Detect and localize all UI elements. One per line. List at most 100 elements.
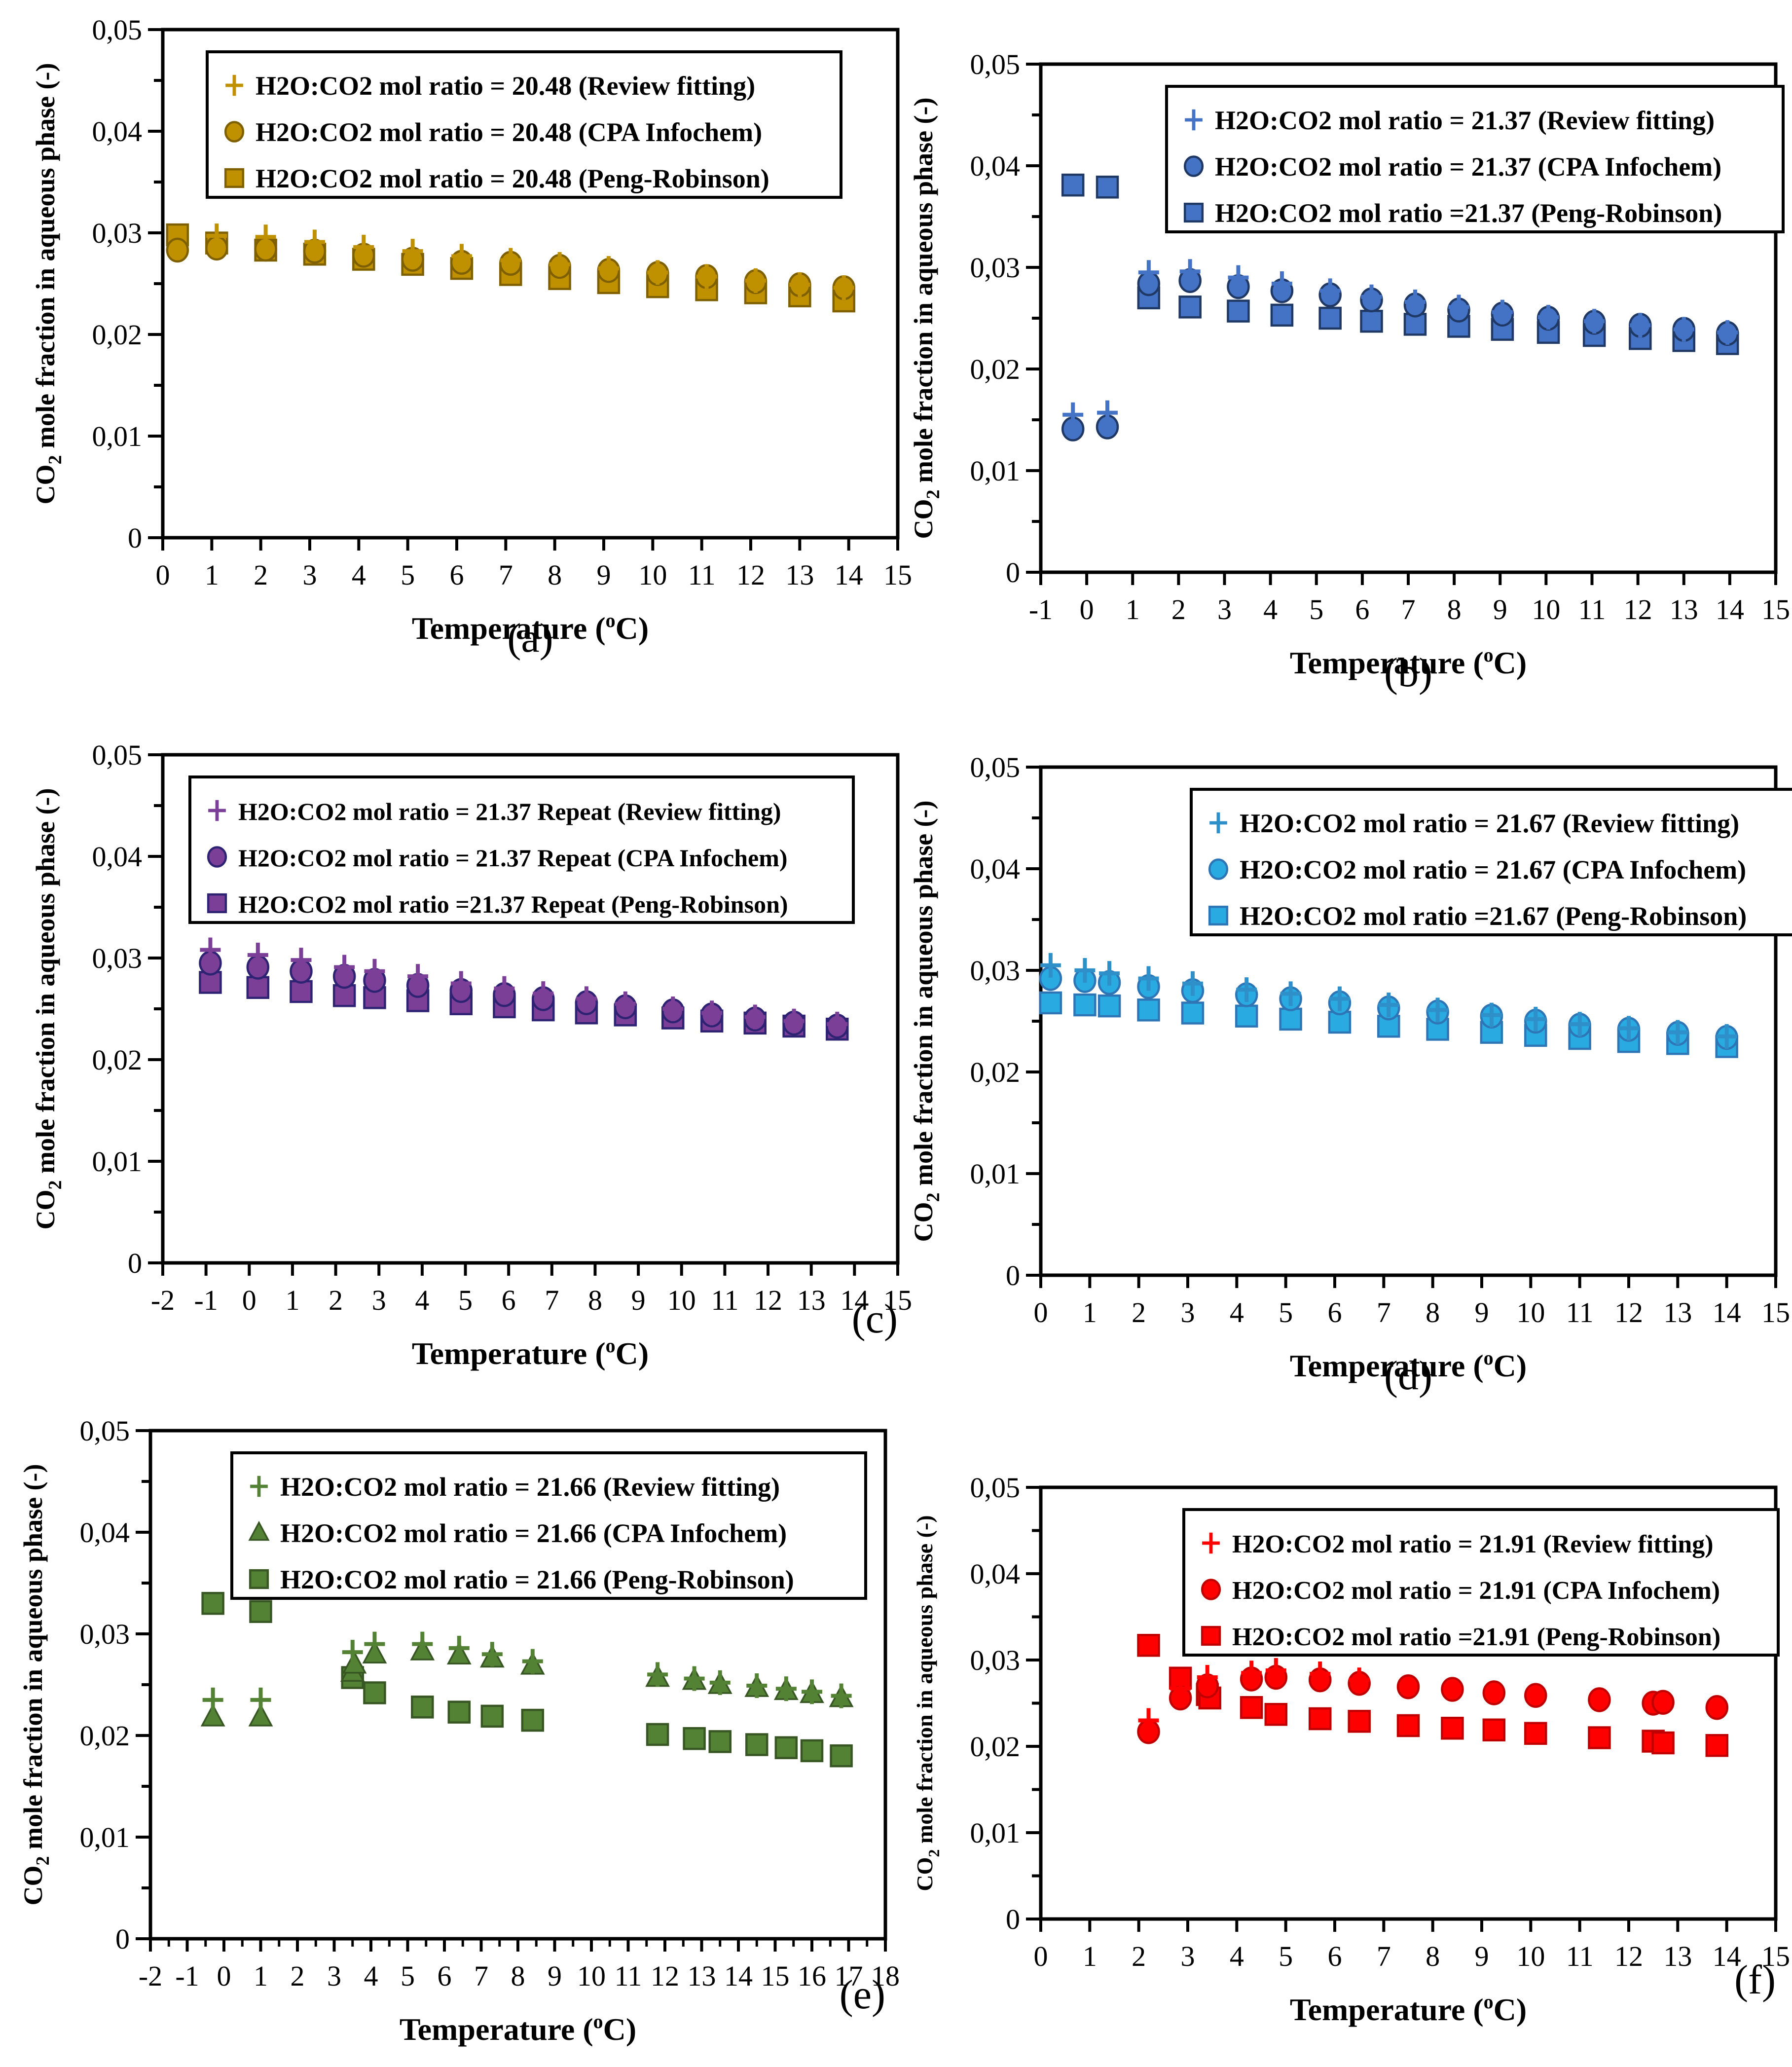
x-tick-label: 6 <box>1328 1940 1342 1972</box>
x-tick-label: 0 <box>1034 1296 1048 1329</box>
data-point-square-marker <box>249 1600 272 1623</box>
y-tick-label: 0,04 <box>970 853 1021 885</box>
data-point-circle-marker <box>1651 1690 1675 1715</box>
data-point-plus-marker <box>1569 1012 1590 1037</box>
panel-label-e: (e) <box>839 1972 885 2018</box>
x-tick-label: 7 <box>1377 1940 1391 1972</box>
y-tick-label: 0,01 <box>970 1158 1021 1190</box>
data-point-plus-marker <box>1538 304 1559 330</box>
x-tick-label: -2 <box>139 1960 162 1992</box>
y-tick-label: 0,01 <box>970 1817 1021 1849</box>
series-plus <box>1062 259 1738 427</box>
x-tick-label: 7 <box>474 1960 488 1992</box>
data-point-triangle-marker <box>200 1703 225 1727</box>
x-tick-label: 6 <box>438 1960 452 1992</box>
x-axis-title: Temperature (oC) <box>1290 1991 1527 2027</box>
x-axis-title: Temperature (oC) <box>412 609 649 646</box>
data-point-square-marker <box>1178 295 1202 319</box>
series-circle <box>1137 1664 1729 1744</box>
data-point-plus-marker <box>1673 317 1694 342</box>
data-point-plus-marker <box>1097 400 1118 425</box>
x-tick-label: 9 <box>1475 1940 1489 1972</box>
data-point-plus-marker <box>1427 997 1448 1023</box>
x-tick-label: 13 <box>1663 1296 1692 1329</box>
series-plus <box>1138 1658 1370 1733</box>
x-tick-label: 13 <box>688 1960 716 1992</box>
data-point-plus-marker <box>1099 961 1120 986</box>
x-tick-label: 9 <box>631 1284 646 1316</box>
x-tick-label: 3 <box>327 1960 341 1992</box>
legend-label: H2O:CO2 mol ratio =21.37 (Peng-Robinson) <box>1215 198 1722 228</box>
y-tick-label: 0,05 <box>80 1415 130 1447</box>
y-tick-label: 0,01 <box>92 1145 143 1178</box>
x-axis-title: Temperature (oC) <box>1290 644 1527 680</box>
legend-box <box>1165 85 1785 233</box>
data-point-plus-marker <box>1074 958 1096 983</box>
x-tick-label: 2 <box>291 1960 305 1992</box>
panel-label-f: (f) <box>1734 1957 1776 2003</box>
y-tick-label: 0,05 <box>970 751 1021 783</box>
data-point-plus-marker <box>662 997 684 1021</box>
chart-b-canvas: 00,010,020,030,040,05-1 0 1 2 3 4 5 6 7 8 9 10 11 12 1… <box>909 48 1790 680</box>
legend-plus-marker <box>250 1476 268 1497</box>
x-tick-label: 9 <box>597 559 611 591</box>
y-tick-label: 0,05 <box>92 14 143 46</box>
x-tick-label: 5 <box>1279 1940 1293 1972</box>
data-point-square-marker <box>1137 1634 1160 1657</box>
chart-c-canvas: 00,010,020,030,040,05-2 -1 0 1 2 3 4 5 6 7 8 9 10 11 1… <box>31 739 912 1371</box>
x-tick-label: -1 <box>175 1960 199 1992</box>
y-tick-label: 0,03 <box>92 942 143 974</box>
x-tick-label: 6 <box>450 559 464 591</box>
x-tick-label: 11 <box>615 1960 642 1992</box>
x-tick-label: 5 <box>401 559 415 591</box>
chart-a-canvas: 00,010,020,030,040,050 1 2 3 4 5 6 7 8 9 10 11 12 13 1… <box>31 14 912 646</box>
x-tick-label: 3 <box>1217 593 1232 626</box>
data-point-plus-marker <box>549 252 570 277</box>
x-tick-label: 9 <box>1475 1296 1489 1329</box>
data-point-square-marker <box>447 1700 471 1724</box>
x-tick-label: 8 <box>1447 593 1462 626</box>
legend-label: H2O:CO2 mol ratio = 21.37 Repeat (CPA In… <box>238 844 788 872</box>
y-tick-label: 0,04 <box>970 1558 1021 1590</box>
data-point-plus-marker <box>402 239 423 264</box>
x-tick-label: 7 <box>1377 1296 1391 1329</box>
data-point-square-marker <box>646 1723 669 1746</box>
legend-square-marker <box>1183 202 1204 223</box>
y-tick-label: 0,02 <box>92 1044 143 1076</box>
data-point-square-marker <box>1651 1731 1675 1755</box>
data-point-plus-marker <box>364 1631 385 1657</box>
y-axis-title: CO2 mole fraction in aqueous phase (-) <box>18 1464 53 1906</box>
legend-square-marker <box>1201 1625 1221 1646</box>
data-point-plus-marker <box>1404 290 1426 315</box>
y-tick-label: 0 <box>1006 1903 1020 1935</box>
data-point-plus-marker <box>1525 1006 1546 1032</box>
data-point-plus-marker <box>746 1673 768 1698</box>
x-tick-label: 11 <box>688 559 716 591</box>
data-point-square-marker <box>201 1591 224 1615</box>
x-tick-label: 1 <box>254 1960 268 1992</box>
data-point-plus-marker <box>206 223 227 249</box>
y-tick-label: 0,04 <box>80 1516 130 1549</box>
x-tick-label: 12 <box>1624 593 1652 626</box>
y-tick-label: 0 <box>1006 556 1020 589</box>
data-point-plus-marker <box>533 981 554 1006</box>
legend-plus-marker <box>1202 1532 1220 1554</box>
data-point-plus-marker <box>451 244 472 269</box>
data-point-plus-marker <box>450 971 472 996</box>
x-tick-label: 13 <box>1670 593 1698 626</box>
data-point-square-marker <box>1137 998 1160 1022</box>
legend-label: H2O:CO2 mol ratio = 20.48 (Review fittin… <box>256 71 755 101</box>
y-tick-label: 0 <box>128 522 142 554</box>
y-tick-label: 0 <box>1006 1259 1020 1292</box>
x-tick-label: 9 <box>1493 593 1507 626</box>
data-point-square-marker <box>1588 1726 1611 1749</box>
data-point-square-marker <box>411 1696 434 1719</box>
y-tick-label: 0,03 <box>970 1644 1021 1676</box>
x-tick-label: 15 <box>761 1960 790 1992</box>
x-tick-label: 8 <box>548 559 562 591</box>
data-point-plus-marker <box>522 1649 543 1674</box>
data-point-square-marker <box>290 980 313 1003</box>
data-point-square-marker <box>1360 309 1383 333</box>
legend-label: H2O:CO2 mol ratio = 21.37 Repeat (Review… <box>238 798 781 825</box>
